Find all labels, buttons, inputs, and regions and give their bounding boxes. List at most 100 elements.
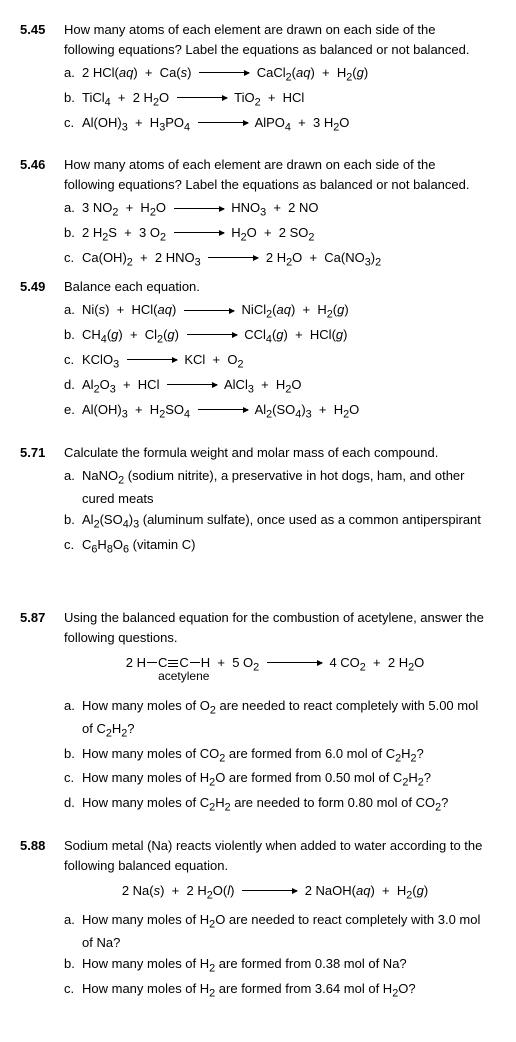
part-label: b. [64,223,82,246]
eq-rhs: 4 CO2 + 2 H2O [329,655,424,670]
part-a: a. NaNO2 (sodium nitrite), a preservativ… [64,466,486,508]
equation: Ca(OH)2 + 2 HNO3 2 H2O + Ca(NO3)2 [82,248,486,271]
rhs: NiCl2(aq) + H2(g) [242,302,349,317]
part-label: c. [64,248,82,271]
problem-5-71: 5.71 Calculate the formula weight and mo… [20,443,486,560]
part-label: b. [64,88,82,111]
part-a: a. How many moles of H2O are needed to r… [64,910,486,952]
part-text: NaNO2 (sodium nitrite), a preservative i… [82,466,486,508]
equation: Al(OH)3 + H3PO4 AlPO4 + 3 H2O [82,113,486,136]
eq-lhs: 2 Na(s) + 2 H2O(l) [122,883,235,898]
lhs: Ca(OH)2 + 2 HNO3 [82,250,201,265]
part-e: e. Al(OH)3 + H2SO4 Al2(SO4)3 + H2O [64,400,486,423]
problem-stem: Using the balanced equation for the comb… [64,608,486,647]
part-label: a. [64,63,82,86]
reaction-arrow [187,334,237,335]
part-label: c. [64,979,82,1002]
part-label: a. [64,198,82,221]
lhs: KClO3 [82,352,119,367]
lhs: 2 H2S + 3 O2 [82,225,166,240]
part-label: b. [64,325,82,348]
reaction-arrow [174,208,224,209]
problem-5-45: 5.45 How many atoms of each element are … [20,20,486,137]
part-text: How many moles of H2O are formed from 0.… [82,768,486,791]
part-c: c. Ca(OH)2 + 2 HNO3 2 H2O + Ca(NO3)2 [64,248,486,271]
problem-number: 5.45 [20,20,64,137]
part-b: b. CH4(g) + Cl2(g) CCl4(g) + HCl(g) [64,325,486,348]
problem-number: 5.49 [20,277,64,425]
rhs: AlPO4 + 3 H2O [255,115,350,130]
part-label: a. [64,696,82,742]
rhs: 2 H2O + Ca(NO3)2 [266,250,381,265]
part-b: b. Al2(SO4)3 (aluminum sulfate), once us… [64,510,486,533]
reaction-arrow [199,72,249,73]
part-c: c. How many moles of H2O are formed from… [64,768,486,791]
problem-number: 5.46 [20,155,64,272]
problem-stem: Sodium metal (Na) reacts violently when … [64,836,486,875]
rhs: H2O + 2 SO2 [231,225,314,240]
centered-equation: 2 Na(s) + 2 H2O(l) 2 NaOH(aq) + H2(g) [64,881,486,904]
problem-body: Calculate the formula weight and molar m… [64,443,486,560]
reaction-arrow [177,97,227,98]
equation: CH4(g) + Cl2(g) CCl4(g) + HCl(g) [82,325,486,348]
equation: TiCl4 + 2 H2O TiO2 + HCl [82,88,486,111]
equation: Al(OH)3 + H2SO4 Al2(SO4)3 + H2O [82,400,486,423]
part-b: b. How many moles of H2 are formed from … [64,954,486,977]
lhs: Al(OH)3 + H3PO4 [82,115,190,130]
part-text: C6H8O6 (vitamin C) [82,535,486,558]
part-label: d. [64,793,82,816]
reaction-arrow [174,232,224,233]
reaction-arrow [184,310,234,311]
part-text: How many moles of C2H2 are needed to for… [82,793,486,816]
part-d: d. How many moles of C2H2 are needed to … [64,793,486,816]
compound-label: acetylene [144,667,224,685]
reaction-arrow [198,409,248,410]
rhs: KCl + O2 [184,352,243,367]
part-d: d. Al2O3 + HCl AlCl3 + H2O [64,375,486,398]
part-b: b. TiCl4 + 2 H2O TiO2 + HCl [64,88,486,111]
reaction-arrow [198,122,248,123]
part-label: b. [64,954,82,977]
part-label: d. [64,375,82,398]
problem-body: Using the balanced equation for the comb… [64,608,486,818]
equation: KClO3 KCl + O2 [82,350,486,373]
lhs: 3 NO2 + H2O [82,200,166,215]
part-label: c. [64,768,82,791]
problem-number: 5.71 [20,443,64,560]
rhs: AlCl3 + H2O [224,377,301,392]
problem-stem: How many atoms of each element are drawn… [64,20,486,59]
equation: 2 HCl(aq) + Ca(s) CaCl2(aq) + H2(g) [82,63,486,86]
problem-5-46: 5.46 How many atoms of each element are … [20,155,486,272]
centered-equation: 2 HCCH + 5 O2 4 CO2 + 2 H2O acetylene [64,653,486,676]
part-label: c. [64,535,82,558]
part-label: b. [64,510,82,533]
part-label: c. [64,350,82,373]
rhs: TiO2 + HCl [234,90,304,105]
single-bond [190,662,200,663]
equation: 3 NO2 + H2O HNO3 + 2 NO [82,198,486,221]
problem-5-88: 5.88 Sodium metal (Na) reacts violently … [20,836,486,1004]
part-b: b. 2 H2S + 3 O2 H2O + 2 SO2 [64,223,486,246]
problem-body: How many atoms of each element are drawn… [64,20,486,137]
problem-5-49: 5.49 Balance each equation. a. Ni(s) + H… [20,277,486,425]
part-label: a. [64,466,82,508]
problem-number: 5.88 [20,836,64,1004]
problem-stem: Balance each equation. [64,277,486,297]
reaction-arrow [208,257,258,258]
lhs: 2 HCl(aq) + Ca(s) [82,65,191,80]
part-text: How many moles of H2 are formed from 3.6… [82,979,486,1002]
part-a: a. How many moles of O2 are needed to re… [64,696,486,742]
part-text: How many moles of O2 are needed to react… [82,696,486,742]
part-label: a. [64,910,82,952]
equation: Ni(s) + HCl(aq) NiCl2(aq) + H2(g) [82,300,486,323]
part-a: a. 2 HCl(aq) + Ca(s) CaCl2(aq) + H2(g) [64,63,486,86]
part-a: a. Ni(s) + HCl(aq) NiCl2(aq) + H2(g) [64,300,486,323]
reaction-arrow [267,662,322,663]
part-label: a. [64,300,82,323]
problem-5-87: 5.87 Using the balanced equation for the… [20,608,486,818]
rhs: CaCl2(aq) + H2(g) [257,65,368,80]
problem-body: Sodium metal (Na) reacts violently when … [64,836,486,1004]
single-bond [147,662,157,663]
lhs: Ni(s) + HCl(aq) [82,302,176,317]
part-text: How many moles of H2 are formed from 0.3… [82,954,486,977]
